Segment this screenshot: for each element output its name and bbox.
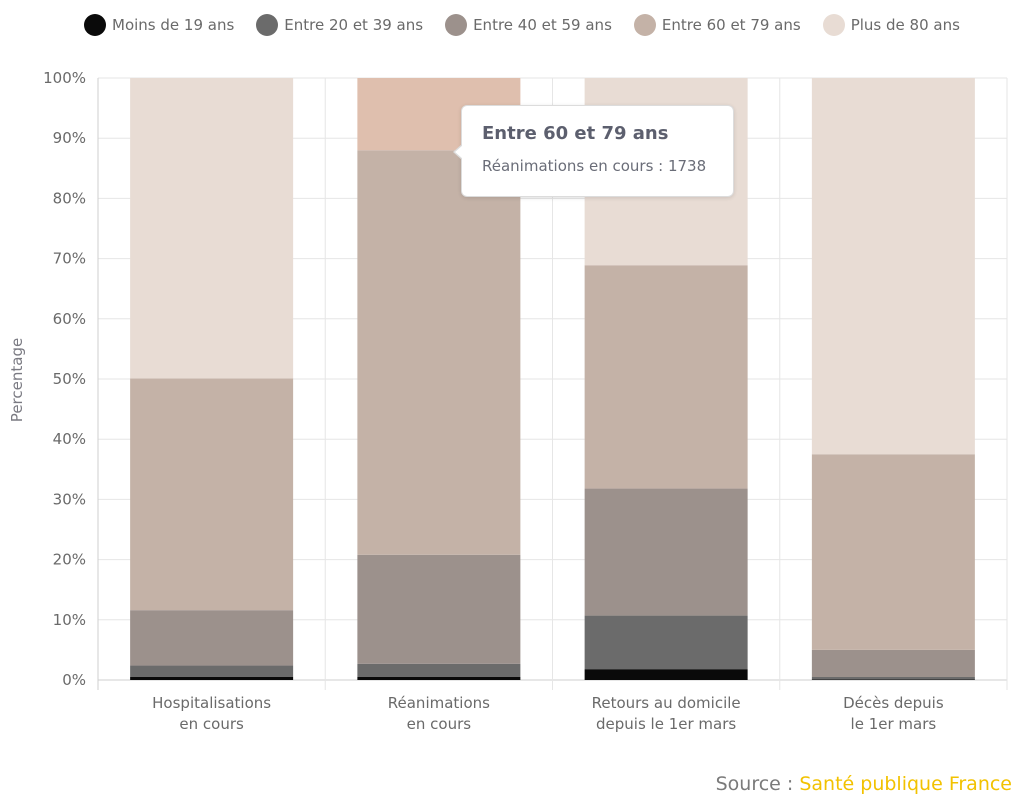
bar-segment[interactable] — [357, 554, 521, 664]
bar-segment[interactable] — [130, 676, 294, 680]
source-link[interactable]: Santé publique France — [799, 773, 1012, 795]
y-tick-label: 60% — [53, 310, 86, 328]
bar-segment[interactable] — [811, 679, 975, 680]
bar-segment[interactable] — [130, 378, 294, 611]
bar-segment[interactable] — [357, 676, 521, 680]
bar-segment[interactable] — [584, 615, 748, 670]
legend-label: Entre 20 et 39 ans — [284, 16, 424, 34]
bar-segment[interactable] — [357, 663, 521, 677]
x-category-line: Retours au domicile — [592, 694, 741, 712]
bar-segment[interactable] — [584, 265, 748, 489]
legend-swatch — [633, 14, 656, 36]
x-category-line: Décès depuis — [843, 694, 944, 712]
bars — [130, 78, 975, 680]
y-tick-label: 10% — [53, 611, 86, 629]
legend-label: Moins de 19 ans — [112, 16, 235, 34]
bar-segment[interactable] — [584, 488, 748, 616]
bar-segment[interactable] — [357, 150, 521, 555]
tooltip-title: Entre 60 et 79 ans — [482, 123, 669, 144]
bar-segment[interactable] — [130, 78, 294, 379]
legend-label: Entre 40 et 59 ans — [473, 16, 612, 34]
x-category-label: Hospitalisations en cours — [152, 694, 271, 733]
y-axis-label: Percentage — [8, 338, 26, 422]
bar-segment[interactable] — [130, 610, 294, 666]
legend-item[interactable]: Entre 40 et 59 ans — [445, 14, 612, 36]
y-tick-label: 80% — [53, 189, 86, 207]
legend-swatch — [822, 14, 845, 36]
bar-segment[interactable] — [811, 676, 975, 680]
y-ticks: 0% 10% 20% 30% 40% 50% 60% 70% 80% 90% 100% — [43, 69, 86, 689]
legend-swatch — [256, 14, 279, 36]
legend-item[interactable]: Moins de 19 ans — [84, 14, 234, 36]
y-tick-label: 70% — [53, 250, 86, 268]
x-category-line: en cours — [179, 715, 244, 733]
x-category-label: Réanimations en cours — [388, 694, 490, 733]
legend-label: Entre 60 et 79 ans — [661, 16, 801, 34]
bar-segment[interactable] — [811, 454, 975, 650]
legend-swatch — [84, 14, 106, 36]
x-category-label: Retours au domicile depuis le 1er mars — [592, 694, 741, 733]
legend-item[interactable]: Plus de 80 ans — [822, 14, 960, 36]
tooltip-value: Réanimations en cours : 1738 — [482, 157, 707, 175]
y-tick-label: 20% — [53, 551, 86, 569]
x-category-label: Décès depuis le 1er mars — [843, 694, 944, 733]
x-category-line: le 1er mars — [851, 715, 937, 733]
source-credit: Source : Santé publique France — [716, 773, 1012, 795]
x-category-line: Hospitalisations — [152, 694, 271, 712]
y-tick-label: 90% — [53, 129, 86, 147]
source-prefix: Source : — [715, 773, 800, 795]
y-tick-label: 30% — [53, 490, 86, 508]
x-categories: Hospitalisations en cours Réanimations en c… — [152, 694, 944, 733]
x-category-line: en cours — [407, 715, 472, 733]
y-tick-label: 40% — [53, 430, 86, 448]
x-category-line: Réanimations — [388, 694, 490, 712]
legend-swatch — [445, 14, 468, 36]
x-category-line: depuis le 1er mars — [596, 715, 736, 733]
legend-item[interactable]: Entre 20 et 39 ans — [256, 14, 423, 36]
tooltip: Entre 60 et 79 ans Réanimations en cours… — [453, 105, 734, 197]
bar-segment[interactable] — [811, 649, 975, 677]
legend: Moins de 19 ans Entre 20 et 39 ans Entre 4… — [84, 14, 960, 36]
legend-item[interactable]: Entre 60 et 79 ans — [633, 14, 801, 36]
legend-label: Plus de 80 ans — [850, 16, 960, 34]
y-tick-label: 50% — [53, 370, 86, 388]
y-tick-label: 0% — [62, 671, 86, 689]
bar-segment[interactable] — [584, 669, 748, 680]
y-tick-label: 100% — [43, 69, 86, 87]
bar-segment[interactable] — [811, 78, 975, 455]
bar-segment[interactable] — [130, 665, 294, 677]
